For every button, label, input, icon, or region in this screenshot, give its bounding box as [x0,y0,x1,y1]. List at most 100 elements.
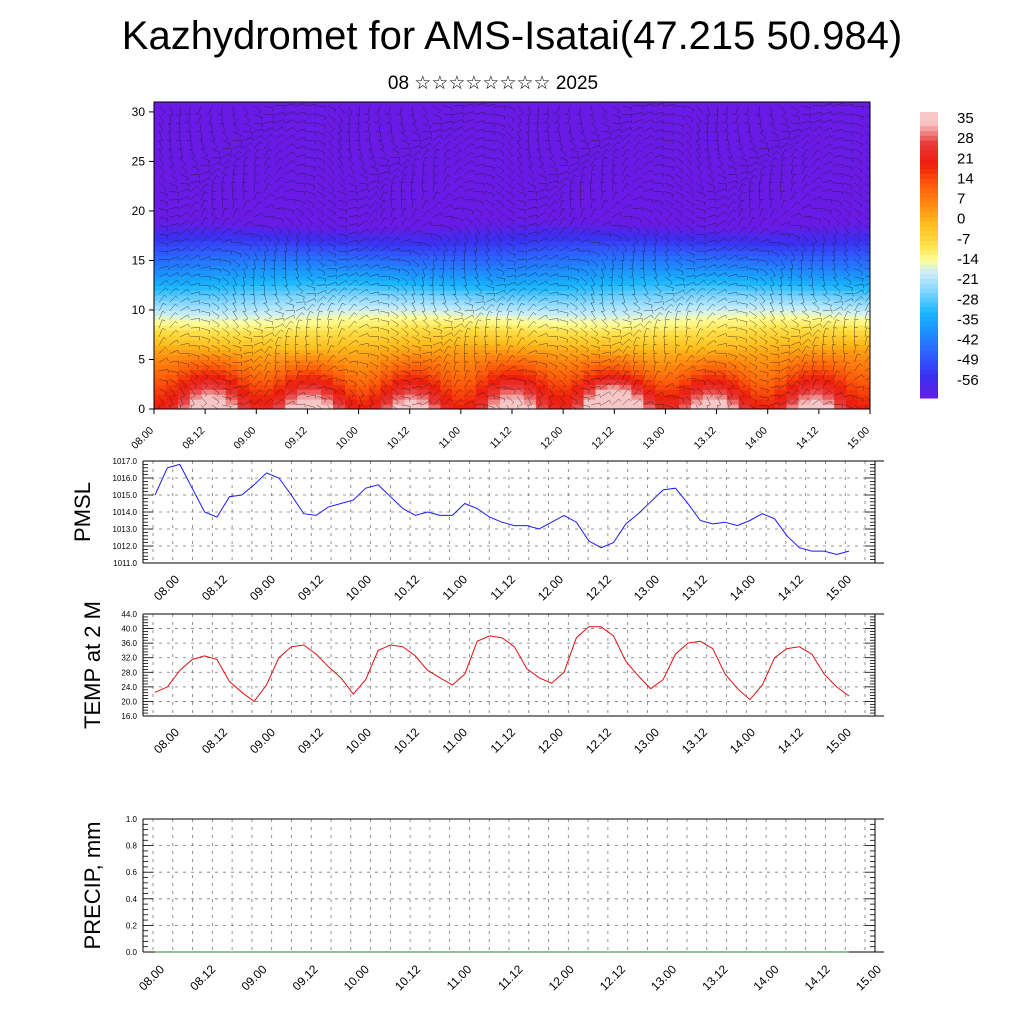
wind-barb [316,251,324,261]
heatmap-cell [309,136,322,143]
wind-barb [222,159,232,166]
heatmap-cell [643,102,656,108]
heatmap-cell [165,319,179,326]
heatmap-cell [523,196,537,202]
wind-barb [453,318,464,322]
heatmap-cell [154,215,167,222]
heatmap-cell [237,270,250,276]
wind-barb [195,114,202,124]
heatmap-cell [428,399,441,405]
heatmap-cell [452,389,465,395]
heatmap-cell [535,374,549,380]
heatmap-cell [786,295,799,301]
heatmap-cell [595,364,608,370]
heatmap-cell [309,215,322,222]
heatmap-cell [380,235,394,242]
heatmap-cell [476,359,489,366]
heatmap-cell [786,220,799,227]
wind-barb [232,377,243,382]
wind-barb [464,169,475,175]
heatmap-cell [333,399,346,405]
heatmap-cell [738,191,752,197]
heatmap-cell [177,329,191,336]
heatmap-cell [679,151,692,158]
heatmap-cell [726,111,740,118]
heatmap-cell [189,290,203,296]
heatmap-cell [368,394,382,400]
heatmap-cell [213,131,227,138]
wind-barb [253,182,259,192]
heatmap-cell [368,126,382,133]
wind-barb [495,353,503,363]
heatmap-cell [846,186,859,192]
heatmap-cell [440,116,453,123]
heatmap-cell [655,399,668,405]
heatmap-cell [452,131,465,138]
heatmap-cell [726,121,740,128]
heatmap-cell [583,334,597,341]
heatmap-cell [679,245,692,252]
heatmap-cell [380,260,394,267]
heatmap-cell [691,215,704,222]
heatmap-cell [261,349,274,356]
heatmap-cell [321,359,334,366]
heatmap-cell [762,215,776,222]
heatmap-cell [309,107,322,113]
heatmap-cell [774,166,787,172]
heatmap-cell [858,151,870,158]
wind-barb [432,327,443,334]
heatmap-cell [523,290,537,296]
wind-barb [359,379,367,389]
heatmap-cell [201,166,215,172]
heatmap-cell [476,354,489,361]
wind-barb [306,394,317,399]
heatmap-cell [535,245,549,252]
heatmap-cell [428,359,441,366]
heatmap-cell [595,314,608,321]
heatmap-cell [464,201,477,207]
wind-barb [211,310,220,320]
wind-barb [327,140,334,150]
heatmap-cell [213,354,227,361]
wind-barb [338,225,348,231]
wind-barb [285,179,296,184]
wind-barb [316,242,324,252]
heatmap-cell [714,285,728,291]
heatmap-cell [655,225,668,232]
heatmap-cell [714,121,728,128]
wind-barb [411,230,422,235]
wind-barb [517,280,527,286]
wind-barb [517,265,527,270]
heatmap-cell [643,146,656,153]
heatmap-cell [333,285,346,291]
heatmap-cell [846,324,859,331]
heatmap-cell [165,285,179,291]
heatmap-cell [595,151,608,158]
wind-barb [327,105,337,113]
heatmap-cell [309,300,322,306]
heatmap-cell [738,210,752,217]
heatmap-cell [846,116,859,123]
wind-barb [337,148,343,159]
heatmap-cell [177,161,191,167]
heatmap-cell [858,136,870,143]
heatmap-cell [225,107,239,113]
wind-barb [410,105,414,116]
wind-barb [356,140,361,150]
heatmap-cell [189,206,203,212]
heatmap-cell [201,230,215,237]
heatmap-cell [488,344,501,351]
heatmap-cell [750,206,764,212]
heatmap-cell [547,270,561,276]
wind-barb [337,105,345,115]
heatmap-cell [535,319,549,326]
heatmap-cell [714,181,728,187]
heatmap-cell [368,290,382,296]
heatmap-cell [750,290,764,296]
heatmap-cell [679,250,692,257]
wind-barb [306,104,317,108]
heatmap-cell [321,384,334,390]
wind-barb [196,123,202,133]
heatmap-cell [177,344,191,351]
heatmap-cell [476,196,489,202]
